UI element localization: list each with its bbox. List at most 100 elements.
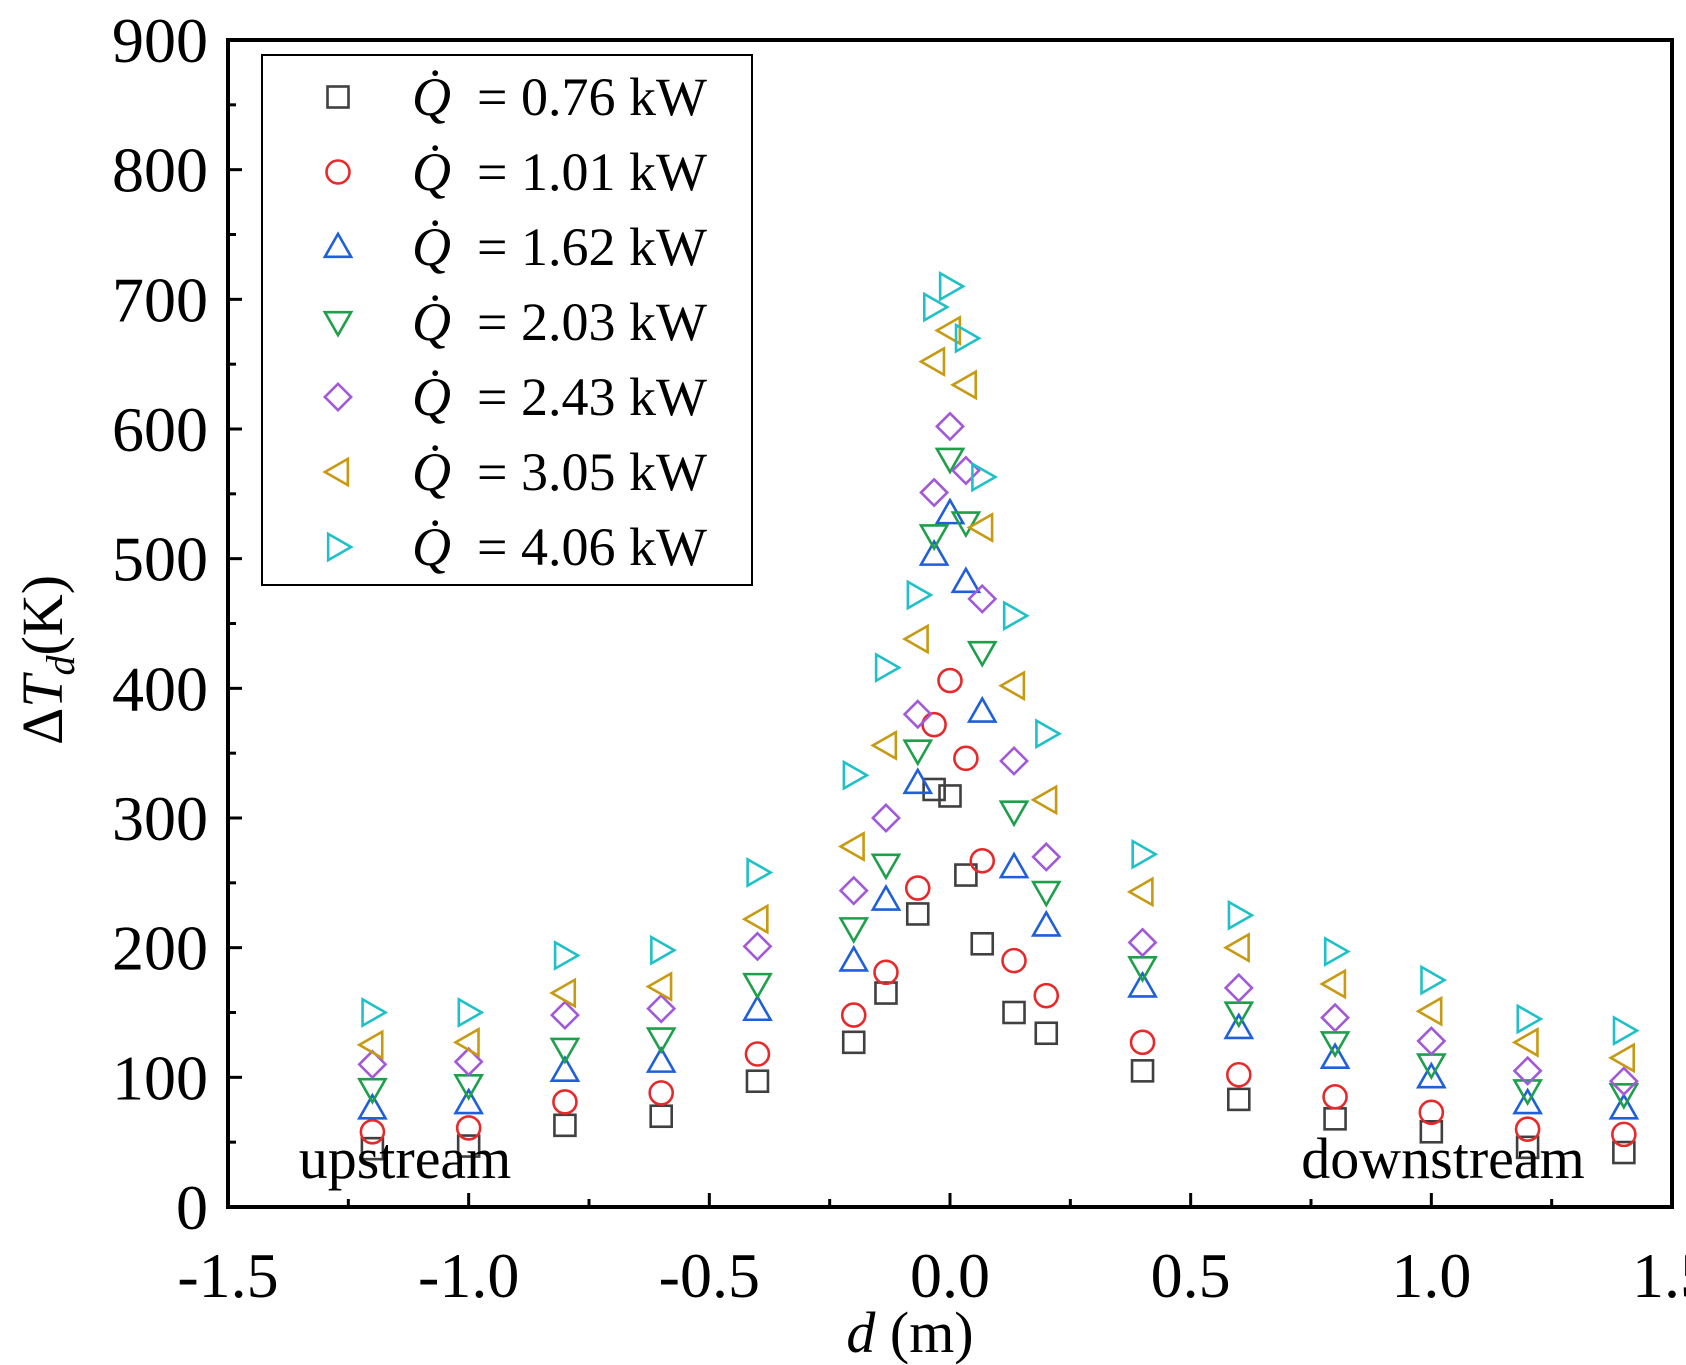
data-point xyxy=(357,1077,388,1105)
data-point xyxy=(1127,955,1158,983)
data-point xyxy=(645,1046,677,1073)
legend-marker xyxy=(326,85,350,109)
legend-marker xyxy=(326,531,354,563)
y-tick-label: 500 xyxy=(112,524,208,595)
series-2 xyxy=(359,667,1637,1148)
legend-marker xyxy=(322,456,350,488)
legend-label: = 1.62 kW xyxy=(477,217,707,277)
data-point xyxy=(1511,1026,1539,1058)
data-point xyxy=(967,583,998,614)
legend-marker xyxy=(322,310,354,338)
upstream-annotation: upstream xyxy=(299,1126,512,1191)
data-point xyxy=(1126,876,1154,908)
data-point xyxy=(1418,1099,1445,1126)
data-point xyxy=(841,1030,866,1055)
data-point xyxy=(1612,1140,1636,1165)
data-point xyxy=(870,730,898,761)
data-point xyxy=(1608,1066,1639,1097)
data-point xyxy=(918,539,950,566)
data-point xyxy=(552,1089,578,1115)
axis-tick-labels: -1.5 -1.0 -0.5 0.0 0.5 1.0 1.5 0 100 200 300 400 500… xyxy=(112,5,1686,1311)
data-point xyxy=(873,959,899,986)
data-point xyxy=(646,993,677,1024)
y-axis-title: ΔTd(K) xyxy=(10,575,83,745)
data-point xyxy=(1611,1121,1637,1148)
data-point xyxy=(553,1113,577,1138)
downstream-annotation: downstream xyxy=(1301,1126,1585,1191)
data-point xyxy=(1030,784,1058,816)
x-tick-label: 1.5 xyxy=(1632,1240,1686,1311)
data-point xyxy=(1514,1116,1541,1142)
legend-symbol: Q̇ xyxy=(412,292,451,352)
data-point xyxy=(1129,1029,1156,1056)
data-point xyxy=(1319,968,1347,1000)
data-point xyxy=(966,695,998,723)
data-point xyxy=(1127,927,1158,958)
data-point xyxy=(1223,972,1254,1003)
data-point xyxy=(934,447,966,475)
data-point xyxy=(842,759,870,791)
data-point xyxy=(549,1055,581,1082)
data-point xyxy=(1002,600,1030,632)
data-point xyxy=(871,803,901,833)
data-point xyxy=(950,566,982,594)
data-point xyxy=(742,972,773,1000)
series-6 xyxy=(356,315,1636,1074)
series-3 xyxy=(357,497,1640,1120)
data-point xyxy=(902,623,929,655)
x-tick-label: -1.5 xyxy=(177,1240,278,1311)
data-point xyxy=(837,831,865,862)
data-point xyxy=(918,524,950,552)
data-point xyxy=(1512,1055,1543,1086)
data-point xyxy=(969,847,996,874)
data-point xyxy=(998,670,1026,702)
data-point xyxy=(938,271,966,302)
legend-label: = 2.43 kW xyxy=(477,367,707,427)
data-point xyxy=(1031,841,1062,872)
data-point xyxy=(1227,899,1255,931)
data-points xyxy=(356,271,1640,1165)
data-point xyxy=(549,1000,580,1031)
data-point xyxy=(999,745,1029,776)
data-point xyxy=(360,1136,385,1161)
data-point xyxy=(970,931,995,956)
data-point xyxy=(1030,880,1062,908)
data-point xyxy=(1512,1079,1543,1107)
data-point xyxy=(359,1118,386,1145)
data-point xyxy=(1319,1042,1351,1070)
data-point xyxy=(549,1037,581,1065)
data-point xyxy=(954,863,978,887)
legend-symbol: Q̇ xyxy=(412,67,451,127)
data-point xyxy=(553,940,581,971)
data-point xyxy=(838,917,870,944)
data-point xyxy=(741,903,769,935)
legend-label: = 0.76 kW xyxy=(477,67,707,127)
data-point xyxy=(838,875,869,906)
y-tick-label: 300 xyxy=(112,783,208,854)
data-point xyxy=(357,1049,388,1080)
data-point xyxy=(1512,1087,1543,1115)
data-point xyxy=(452,1026,480,1058)
data-point xyxy=(549,977,577,1009)
data-point xyxy=(1035,718,1063,750)
legend-marker xyxy=(322,231,354,259)
data-point xyxy=(1127,970,1158,998)
data-point xyxy=(742,931,773,962)
y-tick-label: 800 xyxy=(112,135,208,206)
legend-marker xyxy=(323,382,353,412)
data-point xyxy=(357,1092,388,1120)
data-point xyxy=(904,875,931,901)
data-point xyxy=(950,511,982,539)
data-point xyxy=(1131,838,1159,870)
data-point xyxy=(457,997,485,1028)
legend: Q̇ = 0.76 kW Q̇ = 1.01 kW Q̇ = 1.62 kW Q̇ = 2.0… xyxy=(261,54,753,586)
data-point xyxy=(361,997,389,1028)
data-point xyxy=(935,411,965,442)
data-point xyxy=(745,1069,770,1094)
data-point xyxy=(937,667,963,694)
x-axis-title: d (m) xyxy=(846,1300,973,1365)
data-point xyxy=(870,853,902,881)
data-point xyxy=(456,1134,481,1158)
data-point xyxy=(934,315,962,346)
